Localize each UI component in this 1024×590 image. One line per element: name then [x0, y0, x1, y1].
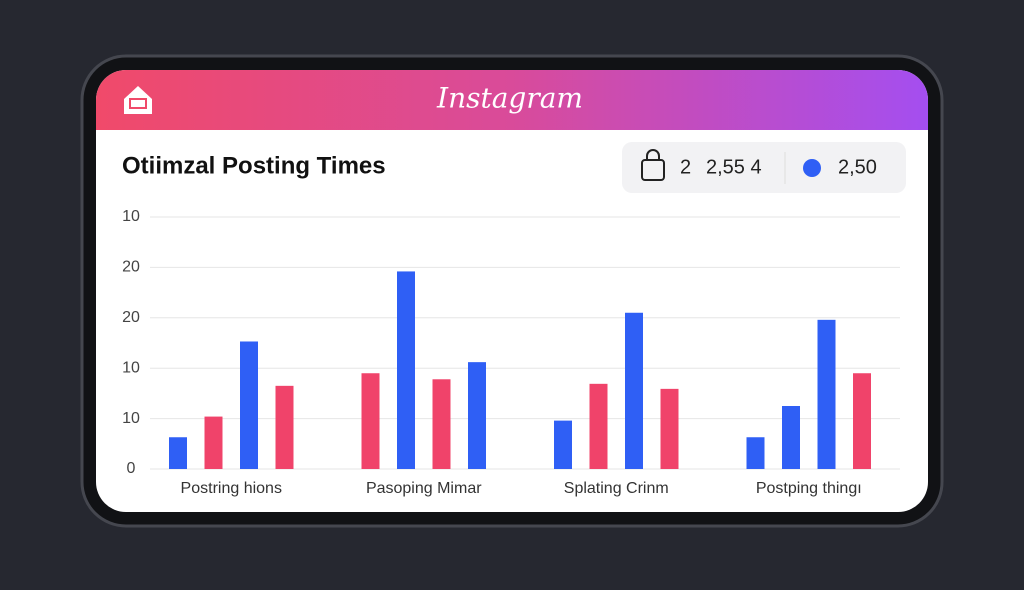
bar: [817, 319, 836, 469]
bar: [589, 383, 608, 469]
stat-icon: [803, 159, 821, 177]
bar: [660, 388, 679, 469]
y-tick-label: 20: [122, 259, 140, 276]
y-tick-label: 20: [122, 309, 140, 326]
stat-second: 2,50: [838, 156, 877, 178]
x-tick-label: Postping thingı: [756, 480, 862, 497]
bar: [554, 420, 572, 469]
bar: [746, 437, 765, 469]
bar: [361, 373, 380, 469]
y-tick-label: 0: [127, 460, 136, 477]
chart-title: Otiimzal Posting Times: [122, 152, 386, 179]
y-tick-label: 10: [122, 208, 140, 225]
bar: [204, 416, 223, 469]
y-tick-label: 10: [122, 359, 140, 376]
stats-box: [622, 142, 906, 193]
header: [96, 70, 928, 130]
bar: [853, 373, 871, 469]
bag-icon: [641, 149, 665, 181]
x-tick-label: Postring hions: [181, 480, 282, 497]
y-tick-label: 10: [122, 410, 140, 427]
bar: [782, 406, 800, 469]
bar: [169, 437, 187, 469]
bar: [468, 362, 486, 469]
home-icon[interactable]: [124, 86, 152, 114]
bar: [397, 271, 415, 469]
x-tick-label: Pasoping Mimar: [366, 480, 482, 497]
bar: [240, 341, 258, 469]
app-name: Instagram: [436, 82, 583, 115]
stat-first: 2,55 4: [706, 156, 762, 178]
x-tick-label: Splating Crinm: [564, 480, 669, 497]
bar: [625, 312, 643, 469]
bar: [275, 385, 294, 469]
stat-count: 2: [680, 156, 691, 178]
bar: [432, 379, 451, 469]
